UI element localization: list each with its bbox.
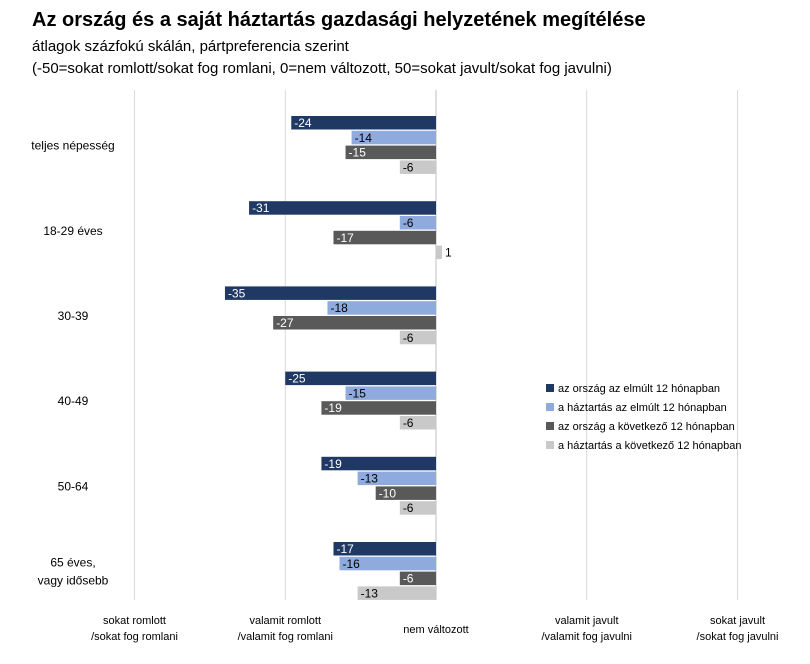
data-label: -6 bbox=[403, 416, 414, 430]
data-label: -16 bbox=[343, 557, 361, 571]
bar bbox=[339, 556, 436, 571]
data-label: -6 bbox=[403, 572, 414, 586]
bar bbox=[399, 160, 436, 174]
bar bbox=[399, 416, 436, 430]
data-label: -19 bbox=[324, 401, 342, 415]
bar bbox=[249, 201, 436, 215]
bar bbox=[345, 386, 436, 400]
x-tick-label: sokat javult/sokat fog javulni bbox=[697, 615, 779, 643]
legend-swatch bbox=[546, 384, 554, 392]
data-label: -25 bbox=[288, 372, 306, 386]
data-label: -17 bbox=[336, 231, 354, 245]
data-label: -15 bbox=[349, 146, 367, 160]
legend-swatch bbox=[546, 403, 554, 411]
data-label: 1 bbox=[445, 246, 452, 260]
bar bbox=[399, 501, 436, 515]
data-label: -6 bbox=[403, 160, 414, 174]
bar bbox=[327, 301, 436, 315]
x-tick-label: valamit javult/valamit fog javulni bbox=[542, 615, 633, 643]
bar bbox=[345, 145, 436, 160]
data-label: -13 bbox=[361, 586, 379, 600]
chart-title: Az ország és a saját háztartás gazdasági… bbox=[32, 9, 646, 31]
chart-subtitle: átlagok százfokú skálán, pártpreferencia… bbox=[32, 38, 349, 55]
bar bbox=[357, 471, 436, 486]
data-label: -19 bbox=[324, 457, 342, 471]
bar bbox=[399, 330, 436, 345]
bar bbox=[436, 245, 443, 260]
bar bbox=[273, 316, 436, 330]
data-label: -24 bbox=[294, 116, 312, 130]
data-label: -6 bbox=[403, 501, 414, 515]
x-tick-label: valamit romlott/valamit fog romlani bbox=[238, 615, 333, 643]
x-tick-label: nem változott bbox=[403, 624, 468, 636]
category-label: teljes népesség bbox=[31, 139, 114, 153]
legend-label: a háztartás az elmúlt 12 hónapban bbox=[558, 402, 727, 414]
data-label: -13 bbox=[361, 472, 379, 486]
legend-label: az ország a következő 12 hónapban bbox=[558, 421, 735, 433]
bar bbox=[351, 130, 436, 145]
bar bbox=[375, 486, 436, 500]
bar bbox=[399, 571, 436, 586]
bar bbox=[321, 456, 436, 471]
data-label: -27 bbox=[276, 316, 294, 330]
category-label: 40-49 bbox=[58, 394, 89, 408]
bar bbox=[291, 116, 436, 130]
legend-swatch bbox=[546, 441, 554, 449]
bar bbox=[321, 401, 436, 415]
x-tick-label: sokat romlott/sokat fog romlani bbox=[91, 615, 178, 643]
bar bbox=[333, 230, 436, 245]
data-label: -6 bbox=[403, 331, 414, 345]
bar bbox=[224, 286, 436, 300]
legend-swatch bbox=[546, 422, 554, 430]
legend-label: a háztartás a következő 12 hónapban bbox=[558, 440, 741, 452]
data-label: -14 bbox=[355, 131, 373, 145]
bar bbox=[333, 542, 436, 556]
legend-label: az ország az elmúlt 12 hónapban bbox=[558, 383, 720, 395]
category-label: 18-29 éves bbox=[43, 224, 102, 238]
bar bbox=[285, 371, 436, 386]
bar bbox=[399, 216, 436, 230]
bar bbox=[357, 586, 436, 600]
data-label: -6 bbox=[403, 216, 414, 230]
data-label: -35 bbox=[228, 286, 246, 300]
data-label: -15 bbox=[349, 386, 367, 400]
data-label: -18 bbox=[330, 301, 348, 315]
data-label: -17 bbox=[336, 542, 354, 556]
category-label: 50-64 bbox=[58, 479, 89, 493]
chart-scale-note: (-50=sokat romlott/sokat fog romlani, 0=… bbox=[32, 60, 612, 77]
data-label: -31 bbox=[252, 201, 270, 215]
data-label: -10 bbox=[379, 486, 397, 500]
category-label: 65 éves, vagy idősebb bbox=[38, 556, 109, 588]
category-label: 30-39 bbox=[58, 309, 89, 323]
